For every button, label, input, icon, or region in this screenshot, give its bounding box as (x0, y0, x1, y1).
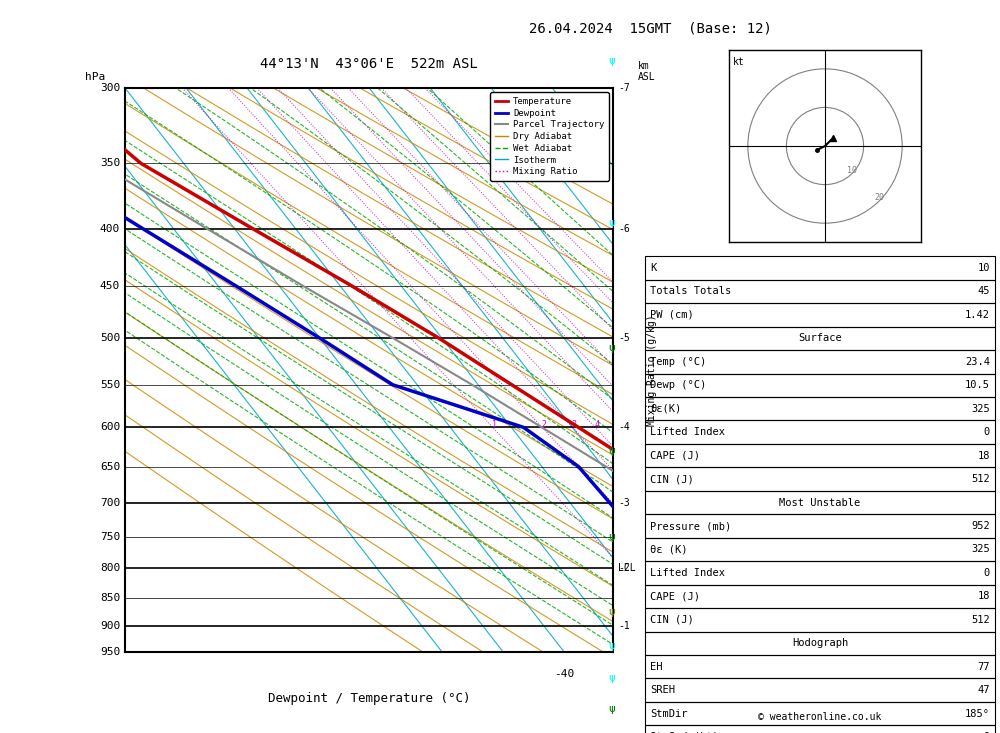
Text: -3: -3 (618, 498, 630, 508)
Text: EH: EH (650, 662, 662, 671)
Text: StmSpd (kt): StmSpd (kt) (650, 732, 719, 733)
Text: θε (K): θε (K) (650, 545, 688, 554)
Text: Dewpoint / Temperature (°C): Dewpoint / Temperature (°C) (268, 692, 470, 705)
Text: ψ: ψ (609, 704, 615, 714)
Text: Temp (°C): Temp (°C) (650, 357, 706, 366)
Text: 18: 18 (978, 451, 990, 460)
Text: 1: 1 (492, 420, 497, 429)
Text: 4: 4 (594, 420, 599, 429)
Text: -4: -4 (618, 422, 630, 432)
Text: PW (cm): PW (cm) (650, 310, 694, 320)
Text: 512: 512 (971, 474, 990, 484)
Text: 3: 3 (572, 420, 577, 429)
Text: 77: 77 (978, 662, 990, 671)
Text: Totals Totals: Totals Totals (650, 287, 731, 296)
Text: 900: 900 (100, 621, 120, 631)
Text: Hodograph: Hodograph (792, 638, 848, 648)
Text: 47: 47 (978, 685, 990, 695)
Text: 0: 0 (984, 568, 990, 578)
Text: 325: 325 (971, 404, 990, 413)
Legend: Temperature, Dewpoint, Parcel Trajectory, Dry Adiabat, Wet Adiabat, Isotherm, Mi: Temperature, Dewpoint, Parcel Trajectory… (490, 92, 609, 181)
Text: 700: 700 (100, 498, 120, 508)
Text: 2: 2 (541, 420, 546, 429)
Text: -1: -1 (618, 621, 630, 631)
Text: 512: 512 (971, 615, 990, 625)
Text: hPa: hPa (85, 73, 105, 82)
Text: 185°: 185° (965, 709, 990, 718)
Text: ψ: ψ (609, 446, 615, 456)
Text: 23.4: 23.4 (965, 357, 990, 366)
Text: 450: 450 (100, 281, 120, 292)
Text: 350: 350 (100, 158, 120, 169)
Text: CAPE (J): CAPE (J) (650, 592, 700, 601)
Text: 20: 20 (874, 193, 884, 202)
Text: ψ: ψ (609, 674, 615, 683)
Text: -7: -7 (618, 83, 630, 93)
Text: 1.42: 1.42 (965, 310, 990, 320)
Text: 400: 400 (100, 224, 120, 234)
Text: Pressure (mb): Pressure (mb) (650, 521, 731, 531)
Text: -2: -2 (618, 563, 630, 573)
Text: 10: 10 (847, 166, 857, 175)
Text: Lifted Index: Lifted Index (650, 427, 725, 437)
Text: ψ: ψ (609, 532, 615, 542)
Text: ψ: ψ (609, 218, 615, 228)
Text: 800: 800 (100, 563, 120, 573)
Text: 10.5: 10.5 (965, 380, 990, 390)
Text: 300: 300 (100, 83, 120, 93)
Text: 45: 45 (978, 287, 990, 296)
Text: Lifted Index: Lifted Index (650, 568, 725, 578)
Text: CIN (J): CIN (J) (650, 474, 694, 484)
Text: -5: -5 (618, 333, 630, 343)
Text: 550: 550 (100, 380, 120, 390)
Text: SREH: SREH (650, 685, 675, 695)
Text: θε(K): θε(K) (650, 404, 681, 413)
Text: 750: 750 (100, 531, 120, 542)
Text: kt: kt (732, 57, 744, 67)
Text: 26.04.2024  15GMT  (Base: 12): 26.04.2024 15GMT (Base: 12) (529, 22, 771, 36)
Text: LCL: LCL (618, 563, 636, 573)
Text: Most Unstable: Most Unstable (779, 498, 861, 507)
Text: 850: 850 (100, 593, 120, 603)
Text: CIN (J): CIN (J) (650, 615, 694, 625)
Text: StmDir: StmDir (650, 709, 688, 718)
Text: 44°13'N  43°06'E  522m ASL: 44°13'N 43°06'E 522m ASL (260, 57, 478, 71)
Text: -6: -6 (618, 224, 630, 234)
Text: CAPE (J): CAPE (J) (650, 451, 700, 460)
Text: 9: 9 (984, 732, 990, 733)
Text: 950: 950 (100, 647, 120, 658)
Text: 10: 10 (978, 263, 990, 273)
Text: 952: 952 (971, 521, 990, 531)
Text: ψ: ψ (609, 343, 615, 353)
Text: © weatheronline.co.uk: © weatheronline.co.uk (758, 712, 882, 722)
Text: Surface: Surface (798, 334, 842, 343)
Text: Mixing Ratio (g/kg): Mixing Ratio (g/kg) (647, 314, 657, 426)
Text: km
ASL: km ASL (638, 61, 655, 82)
Text: 0: 0 (984, 427, 990, 437)
Text: ψ: ψ (609, 641, 615, 652)
Text: -40: -40 (554, 669, 575, 679)
Text: ψ: ψ (609, 56, 615, 66)
Text: ψ: ψ (609, 607, 615, 617)
Text: 600: 600 (100, 422, 120, 432)
Text: 18: 18 (978, 592, 990, 601)
Text: 325: 325 (971, 545, 990, 554)
Text: Dewp (°C): Dewp (°C) (650, 380, 706, 390)
Text: 500: 500 (100, 333, 120, 343)
Text: 650: 650 (100, 462, 120, 471)
Text: K: K (650, 263, 656, 273)
